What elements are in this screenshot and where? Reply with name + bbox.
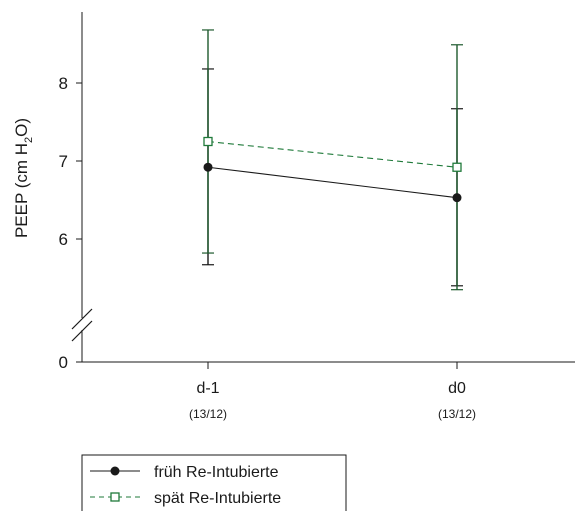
y-axis-break-mark-2 [71, 320, 93, 342]
y-axis-break-mark-1 [71, 308, 93, 330]
legend: früh Re-Intubierte spät Re-Intubierte [81, 454, 347, 511]
y-tick-label-3: 8 [59, 74, 68, 93]
legend-label-series-2: spät Re-Intubierte [154, 490, 281, 507]
point-series-1-1 [203, 162, 213, 172]
x-category-label-2: d0 [448, 380, 466, 397]
legend-frame [81, 454, 347, 511]
x-category-label-1: d-1 [196, 380, 219, 397]
x-category-sublabel-1: (13/12) [189, 407, 227, 421]
y-axis-label: PEEP (cm H2O) [12, 118, 35, 238]
legend-label-series-1: früh Re-Intubierte [154, 464, 279, 481]
legend-marker-series-1 [110, 466, 120, 476]
x-category-sublabel-2: (13/12) [438, 407, 476, 421]
y-tick-label-1: 6 [59, 230, 68, 249]
legend-marker-series-2 [110, 492, 120, 502]
y-axis-label-subscript: 2 [23, 137, 35, 143]
series-line-2 [207, 140, 458, 168]
y-axis-label-suffix: O) [12, 118, 31, 137]
y-tick-label-2: 7 [59, 152, 68, 171]
y-break-tick-label: 0 [59, 353, 68, 372]
y-axis-label-prefix: PEEP (cm H [12, 143, 31, 238]
y-ticks: 6 7 8 [59, 74, 82, 249]
series-line-1 [207, 166, 458, 199]
point-series-2-1 [203, 136, 213, 147]
point-series-1-2 [452, 193, 462, 203]
plot-layer [202, 29, 463, 291]
point-series-2-2 [452, 162, 462, 172]
